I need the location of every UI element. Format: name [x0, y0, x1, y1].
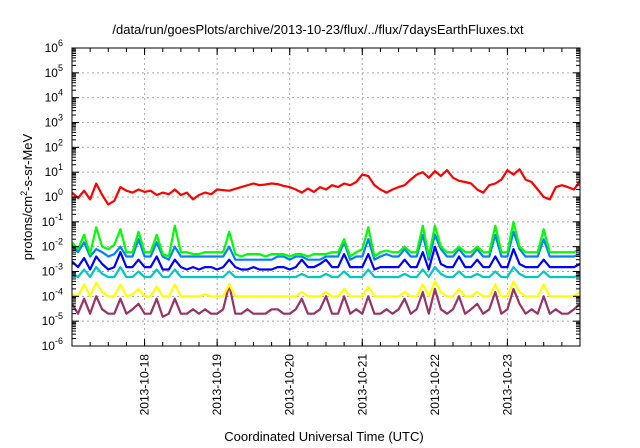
x-tick-label: 2013-10-20 — [283, 354, 297, 416]
x-tick-label: 2013-10-18 — [138, 354, 152, 416]
series-line — [72, 266, 580, 279]
y-tick-label: 10-6 — [42, 336, 63, 353]
series-line — [72, 220, 580, 258]
x-tick-label: 2013-10-23 — [500, 354, 514, 416]
grid — [72, 48, 580, 346]
x-tick-label: 2013-10-21 — [355, 354, 369, 416]
y-tick-label: 103 — [45, 113, 63, 130]
y-tick-label: 104 — [45, 88, 63, 105]
x-tick-label: 2013-10-19 — [210, 354, 224, 416]
series-line — [72, 230, 580, 261]
series-layer — [72, 168, 580, 318]
ticks: 10-6 10-5 10-4 10-3 10-2 10-1 100 101 102 103 104 1… — [42, 38, 581, 416]
y-tick-label: 10-3 — [42, 262, 63, 279]
y-tick-label: 10-2 — [42, 237, 63, 254]
series-line — [72, 283, 580, 318]
y-tick-label: 102 — [45, 137, 63, 154]
x-tick-label: 2013-10-22 — [428, 354, 442, 416]
y-tick-label: 101 — [45, 162, 63, 179]
y-tick-label: 105 — [45, 63, 63, 80]
y-tick-label: 100 — [45, 187, 63, 204]
y-tick-label: 106 — [45, 38, 63, 55]
y-tick-label: 10-5 — [42, 311, 63, 328]
y-tick-label: 10-1 — [42, 212, 63, 229]
chart-title: /data/run/goesPlots/archive/2013-10-23/f… — [112, 22, 524, 37]
y-tick-label: 10-4 — [42, 286, 63, 303]
series-line — [72, 168, 580, 206]
series-line — [72, 245, 580, 271]
x-axis-title: Coordinated Universal Time (UTC) — [224, 429, 423, 444]
series-line — [72, 280, 580, 298]
y-axis-title: protons/cm2-s-sr-MeV — [19, 133, 35, 260]
